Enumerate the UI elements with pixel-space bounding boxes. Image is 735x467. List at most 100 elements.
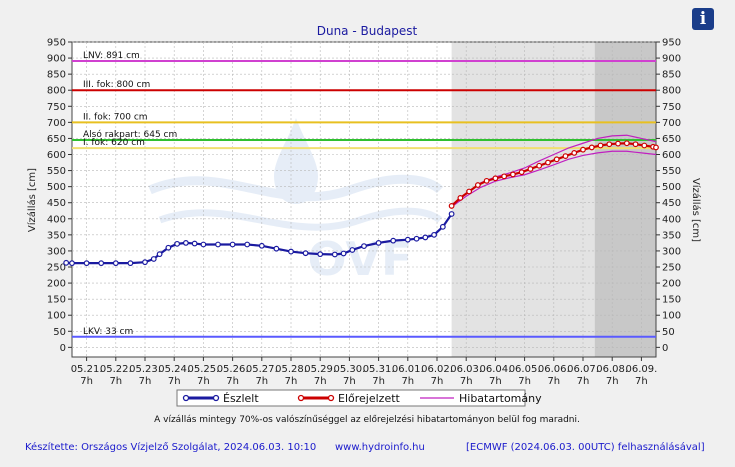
probability-note: A vízállás mintegy 70%-os valószínűségge… — [154, 414, 580, 425]
forecast-point-14 — [571, 149, 578, 156]
observed-point-13 — [200, 241, 207, 248]
footer-website-link[interactable]: www.hydroinfo.hu — [335, 442, 425, 453]
y-tick-label-right-300: 300 — [662, 246, 681, 257]
forecast-point-15 — [580, 146, 586, 153]
observed-point-7 — [150, 256, 157, 262]
watermark-drop-icon — [274, 118, 318, 204]
y-tick-label-right-50: 50 — [662, 327, 675, 338]
x-tick-label-date-6: 05.27. — [246, 364, 278, 375]
x-tick-label-hour-3: 7h — [168, 376, 181, 387]
observed-point-14 — [215, 241, 221, 248]
y-tick-label-right-600: 600 — [662, 150, 681, 161]
ref-line-label-1: III. fok: 800 cm — [83, 80, 150, 90]
forecast-point-12 — [553, 156, 560, 163]
error-band-lower — [451, 150, 657, 208]
x-tick-label-hour-7: 7h — [285, 376, 298, 387]
y-tick-label-left-500: 500 — [47, 182, 66, 193]
forecast-point-5 — [492, 175, 499, 182]
y-tick-label-left-0: 0 — [60, 343, 66, 354]
observed-point-26 — [375, 239, 382, 246]
observed-point-31 — [431, 231, 437, 238]
ref-line-label-2: II. fok: 700 cm — [83, 112, 148, 122]
y-axis-title-right: Vízállás [cm] — [690, 178, 702, 242]
observed-point-21 — [317, 251, 324, 258]
x-tick-label-date-3: 05.24. — [158, 364, 190, 375]
x-tick-label-date-7: 05.28. — [275, 364, 307, 375]
forecast-point-10 — [536, 162, 543, 169]
y-tick-label-right-200: 200 — [662, 279, 681, 290]
ref-line-label-0: LNV: 891 cm — [83, 51, 140, 61]
observed-point-22 — [331, 251, 338, 258]
x-tick-label-hour-12: 7h — [431, 376, 444, 387]
y-tick-label-right-450: 450 — [662, 198, 681, 209]
legend-marker-observed-2 — [212, 394, 220, 402]
x-tick-label-date-1: 05.22. — [100, 364, 132, 375]
observed-point-15 — [229, 241, 236, 248]
info-icon[interactable]: i — [692, 8, 714, 30]
watermark-wave-2 — [158, 207, 443, 231]
observed-point-32 — [439, 223, 446, 230]
y-tick-label-left-550: 550 — [47, 166, 66, 177]
observed-point-6 — [142, 259, 148, 266]
forecast-point-4 — [483, 177, 490, 184]
y-tick-label-left-100: 100 — [47, 311, 66, 322]
x-tick-label-hour-6: 7h — [255, 376, 268, 387]
x-tick-label-date-2: 05.23. — [129, 364, 161, 375]
series-observed — [63, 211, 455, 267]
y-tick-label-right-500: 500 — [662, 182, 681, 193]
footer-credit: Készítette: Országos Vízjelző Szolgálat,… — [25, 441, 316, 453]
x-tick-label-date-10: 05.31. — [363, 364, 395, 375]
legend-marker-forecast-1 — [297, 394, 305, 402]
observed-point-25 — [361, 243, 367, 250]
observed-point-28 — [404, 236, 411, 243]
legend-marker-observed-1 — [182, 394, 190, 402]
y-tick-label-right-850: 850 — [662, 70, 681, 81]
x-tick-label-date-5: 05.26. — [217, 364, 249, 375]
forecast-point-17 — [597, 142, 604, 149]
x-tick-label-hour-10: 7h — [372, 376, 385, 387]
forecast-point-1 — [457, 194, 464, 201]
forecast-point-24 — [653, 144, 659, 151]
y-tick-label-right-700: 700 — [662, 118, 681, 129]
legend: Észlelt Előrejelzett Hibatartomány — [176, 389, 542, 407]
x-tick-label-hour-19: 7h — [635, 376, 648, 387]
forecast-point-8 — [518, 169, 525, 176]
x-tick-label-date-15: 06.05. — [509, 364, 541, 375]
y-tick-label-left-850: 850 — [47, 70, 66, 81]
y-tick-label-right-900: 900 — [662, 54, 681, 65]
observed-point-0 — [63, 259, 70, 266]
observed-point-33 — [448, 211, 455, 217]
y-tick-label-left-50: 50 — [53, 327, 66, 338]
y-tick-label-right-150: 150 — [662, 295, 681, 306]
y-tick-label-right-400: 400 — [662, 214, 681, 225]
x-tick-label-hour-15: 7h — [518, 376, 531, 387]
legend-label-observed: Észlelt — [223, 392, 259, 405]
forecast-point-7 — [510, 171, 516, 178]
y-tick-label-left-750: 750 — [47, 102, 66, 113]
observed-point-16 — [244, 241, 251, 248]
observed-point-4 — [112, 260, 119, 267]
y-tick-label-right-950: 950 — [662, 38, 681, 49]
x-axis: 05.21.7h05.22.7h05.23.7h05.24.7h05.25.7h… — [71, 357, 657, 387]
observed-point-2 — [83, 260, 90, 267]
x-tick-label-hour-5: 7h — [226, 376, 239, 387]
y-tick-label-left-350: 350 — [47, 230, 66, 241]
ref-line-label-3: Alsó rakpart: 645 cm — [83, 129, 177, 140]
legend-item-error-band: Hibatartomány — [420, 392, 542, 405]
y-tick-label-right-800: 800 — [662, 86, 681, 97]
forecast-point-3 — [474, 182, 481, 188]
y-tick-label-right-0: 0 — [662, 343, 668, 354]
y-tick-label-right-100: 100 — [662, 311, 681, 322]
observed-line — [66, 213, 453, 265]
forecast-point-19 — [615, 140, 621, 147]
x-tick-label-date-0: 05.21. — [71, 364, 103, 375]
x-tick-label-hour-4: 7h — [197, 376, 210, 387]
x-tick-label-hour-18: 7h — [606, 376, 619, 387]
observed-point-20 — [302, 250, 309, 257]
y-tick-label-left-600: 600 — [47, 150, 66, 161]
series-forecast — [448, 140, 659, 209]
observed-point-8 — [156, 251, 163, 258]
observed-point-10 — [174, 240, 181, 247]
observed-point-18 — [273, 245, 280, 252]
